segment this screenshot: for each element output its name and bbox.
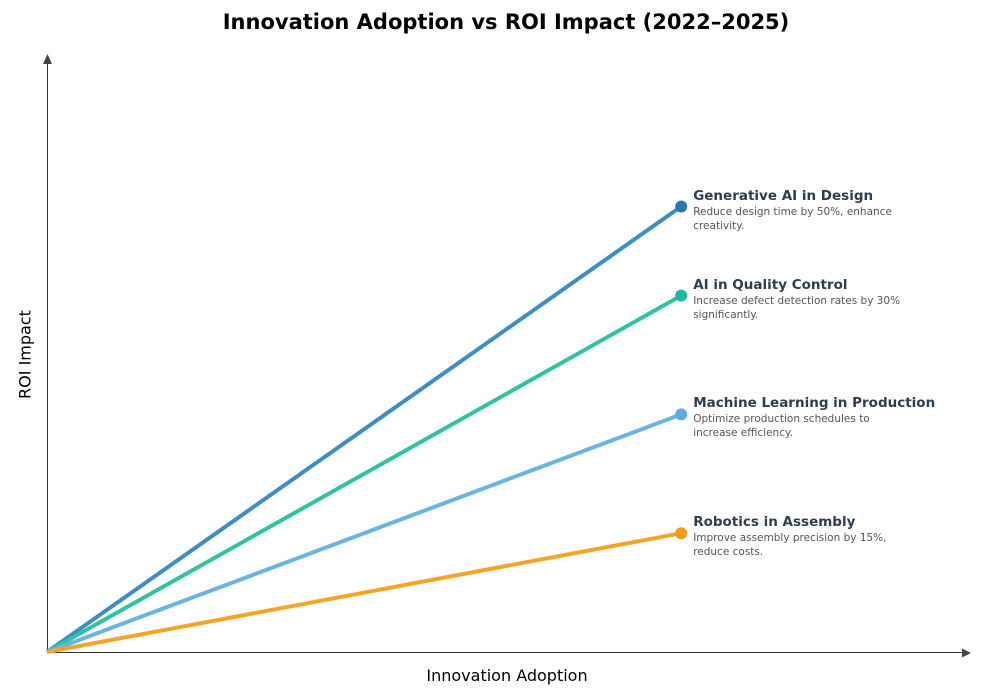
annotation-title: AI in Quality Control [693, 276, 848, 293]
annotation-title: Robotics in Assembly [693, 514, 856, 531]
annotation-title: Generative AI in Design [693, 187, 874, 204]
x-axis-arrow [962, 648, 971, 658]
annotation-description: Increase defect detection rates by 30% s… [693, 294, 901, 321]
series-line [46, 293, 683, 654]
y-axis-arrow [43, 54, 52, 64]
x-axis-label: Innovation Adoption [426, 666, 588, 685]
annotation-description: Optimize production schedules to increas… [693, 413, 870, 440]
series-end-marker [675, 200, 688, 213]
chart-title: Innovation Adoption vs ROI Impact (2022–… [222, 10, 790, 34]
series-annotation: Generative AI in Design Reduce design tim… [693, 188, 908, 233]
series-annotation: Machine Learning in Production Optimize p… [693, 395, 935, 440]
annotation-description: Reduce design time by 50%, enhance creat… [693, 205, 892, 232]
series-line [46, 531, 682, 654]
annotation-title: Machine Learning in Production [693, 395, 936, 412]
series-end-marker [675, 408, 688, 421]
series-end-marker [675, 527, 688, 540]
annotation-description: Improve assembly precision by 15%, reduc… [693, 532, 887, 559]
series-line [46, 412, 682, 654]
series-end-marker [675, 289, 688, 302]
series-line [45, 204, 683, 654]
series-annotation: Robotics in Assembly Improve assembly pre… [693, 514, 908, 559]
series-annotation: AI in Quality Control Increase defect det… [693, 277, 908, 322]
